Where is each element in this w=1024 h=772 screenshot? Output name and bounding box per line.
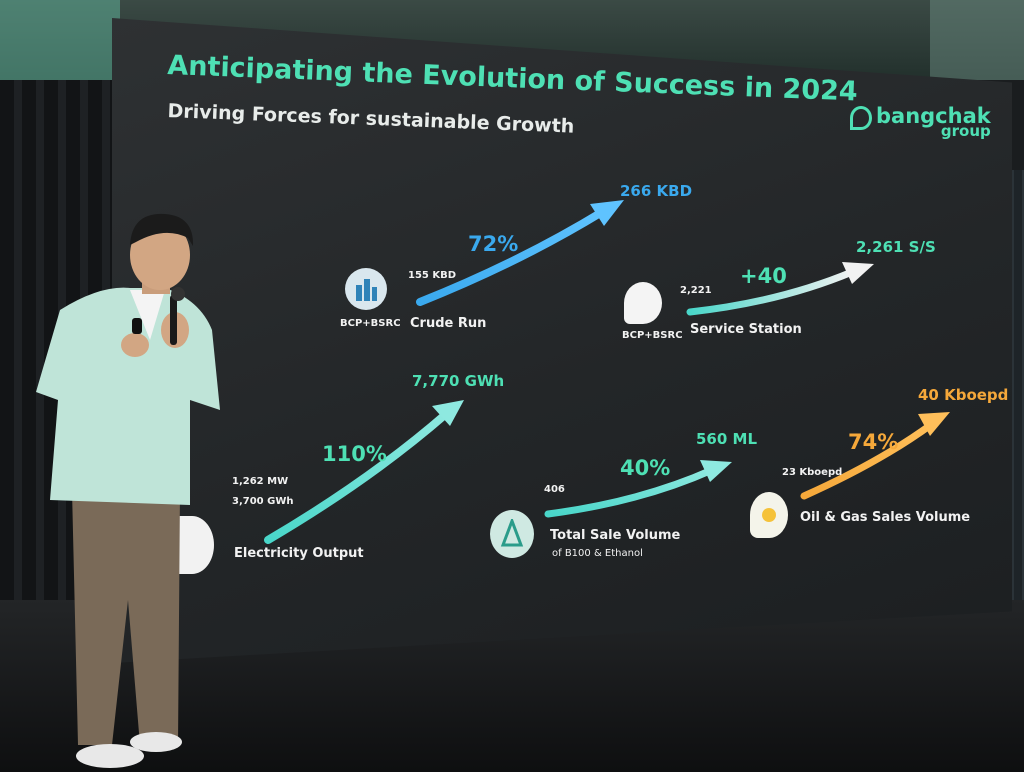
electricity-start-mw: 1,262 MW xyxy=(232,476,289,487)
arrow-crude-run xyxy=(416,200,624,306)
sale-volume-growth: 40% xyxy=(620,456,671,480)
presenter-head xyxy=(130,213,194,294)
crude-run-end: 266 KBD xyxy=(620,182,693,200)
arrow-oil-gas xyxy=(800,412,950,500)
sale-volume-end: 560 ML xyxy=(696,430,758,448)
service-station-icon xyxy=(624,282,662,324)
microphone-icon xyxy=(170,287,185,345)
sale-volume-sublabel: of B100 & Ethanol xyxy=(552,548,643,559)
service-station-growth: +40 xyxy=(740,264,787,288)
oil-gas-icon xyxy=(750,492,788,538)
electricity-growth: 110% xyxy=(322,442,387,466)
arrow-service-station xyxy=(686,262,874,316)
logo-word: bangchak xyxy=(876,104,991,128)
logo-drop-icon xyxy=(850,106,872,130)
refinery-icon xyxy=(345,268,387,310)
arrow-electricity xyxy=(264,400,464,544)
crude-run-growth: 72% xyxy=(468,232,519,256)
sale-volume-start: 406 xyxy=(544,484,565,495)
logo-sub: group xyxy=(940,122,991,140)
service-station-end: 2,261 S/S xyxy=(856,238,936,256)
presenter-legs xyxy=(72,490,182,768)
electricity-end: 7,770 GWh xyxy=(412,372,505,390)
oil-gas-start: 23 Kboepd xyxy=(782,467,843,478)
electricity-label: Electricity Output xyxy=(234,546,364,561)
sale-volume-label: Total Sale Volume xyxy=(550,528,681,543)
bangchak-logo: bangchak group xyxy=(850,104,991,140)
crude-run-icon-label: BCP+BSRC xyxy=(340,318,401,329)
oil-gas-end: 40 Kboepd xyxy=(918,386,1009,404)
bio-fuel-icon xyxy=(490,510,534,558)
clicker-remote-icon xyxy=(132,318,142,334)
crude-run-start: 155 KBD xyxy=(408,270,457,281)
oil-gas-label: Oil & Gas Sales Volume xyxy=(800,510,971,525)
electricity-start-gwh: 3,700 GWh xyxy=(232,496,294,507)
crude-run-label: Crude Run xyxy=(410,316,487,331)
service-station-icon-label: BCP+BSRC xyxy=(622,330,683,341)
ceiling-light-left xyxy=(0,0,120,80)
service-station-start: 2,221 xyxy=(680,285,712,296)
service-station-label: Service Station xyxy=(690,322,802,337)
presenter-jacket xyxy=(36,287,220,505)
oil-gas-growth: 74% xyxy=(848,430,899,454)
arrow-sale-volume xyxy=(544,460,732,518)
ceiling-light-right xyxy=(930,0,1024,80)
